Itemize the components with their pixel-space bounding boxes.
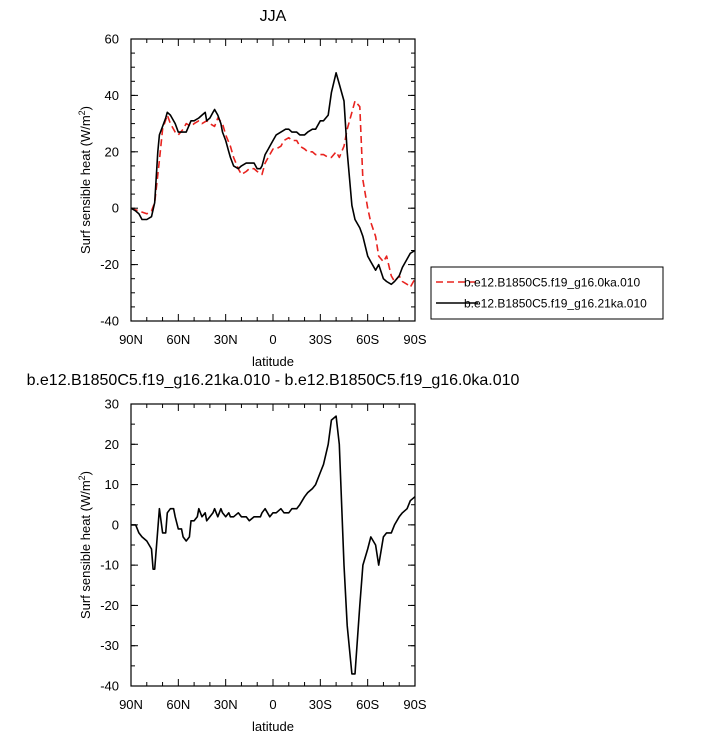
y-tick-label: -20 [100,257,119,272]
y-tick-label: 0 [112,517,119,532]
x-tick-label: 30S [309,332,332,347]
y-tick-label: 40 [105,88,119,103]
y-axis-label: Surf sensible heat (W/m2) [77,106,93,254]
x-tick-label: 90N [119,332,143,347]
series-line-1 [131,415,416,675]
x-tick-label: 60N [166,697,190,712]
plot-frame [130,403,416,687]
x-tick-label: 30N [214,332,238,347]
series-line-2 [130,72,416,286]
y-tick-label: 0 [112,201,119,216]
legend: b.e12.B1850C5.f19_g16.0ka.010 b.e12.B1850… [430,266,664,320]
x-axis-label: latitude [252,354,294,369]
legend-label-2: b.e12.B1850C5.f19_g16.21ka.010 [464,297,647,311]
x-tick-label: 60S [356,332,379,347]
x-tick-label: 30S [309,697,332,712]
x-tick-label: 90S [403,332,426,347]
y-tick-label: -40 [100,314,119,329]
chart-title: b.e12.B1850C5.f19_g16.21ka.010 - b.e12.B… [27,372,520,389]
x-tick-label: 90N [119,697,143,712]
x-tick-label: 60S [356,697,379,712]
x-tick-label: 60N [166,332,190,347]
top-panel: JJA 90N 60N 30N 0 30S 60S 90S -40 -20 0 20 40 60 latit… [77,8,427,369]
y-tick-label: 60 [105,32,119,47]
x-tick-label: 30N [214,697,238,712]
y-tick-label: 30 [105,397,119,412]
bottom-panel: b.e12.B1850C5.f19_g16.21ka.010 - b.e12.B… [27,372,520,734]
x-axis-label: latitude [252,719,294,734]
legend-box [430,266,664,320]
series-line-1 [130,100,416,289]
x-tick-label: 0 [269,697,276,712]
y-axis-label: Surf sensible heat (W/m2) [77,471,93,619]
y-tick-label: 10 [105,477,119,492]
y-tick-label: -30 [100,638,119,653]
legend-label-1: b.e12.B1850C5.f19_g16.0ka.010 [464,276,640,290]
y-tick-label: -10 [100,558,119,573]
x-tick-label: 0 [269,332,276,347]
y-tick-label: -40 [100,679,119,694]
y-tick-label: -20 [100,598,119,613]
chart-title: JJA [260,8,287,25]
x-tick-label: 90S [403,697,426,712]
plot-frame [130,38,416,322]
y-tick-label: 20 [105,437,119,452]
y-tick-label: 20 [105,144,119,159]
